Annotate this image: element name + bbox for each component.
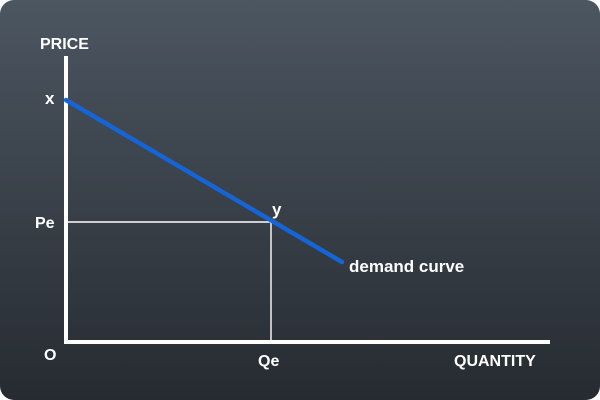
origin-label: O: [44, 347, 56, 364]
price-axis-label: PRICE: [40, 36, 89, 53]
demand-curve-line: [63, 97, 345, 265]
quantity-axis-label: QUANTITY: [454, 353, 536, 370]
equilibrium-point-label: y: [272, 200, 282, 219]
equilibrium-price-label: Pe: [35, 215, 55, 232]
equilibrium-quantity-label: Qe: [258, 353, 279, 370]
intercept-point-label: x: [45, 89, 55, 108]
demand-curve-label: demand curve: [349, 257, 464, 276]
